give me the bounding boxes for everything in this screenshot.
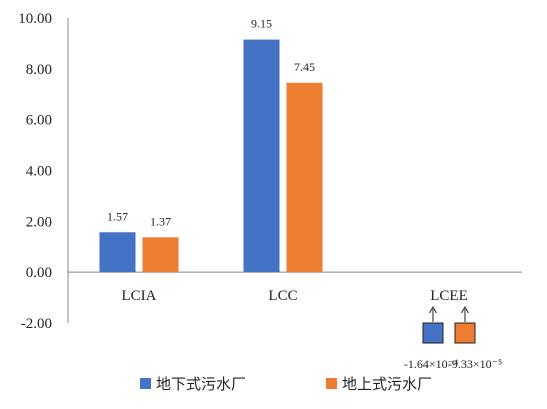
bar-lcia-series-2 bbox=[142, 237, 179, 273]
legend-label: 地上式污水厂 bbox=[342, 375, 432, 393]
legend-label: 地下式污水厂 bbox=[156, 375, 246, 393]
y-tick-label: 2.00 bbox=[26, 214, 52, 230]
marker-arrow-head bbox=[461, 306, 469, 314]
data-label: -1.64×10⁻⁴ bbox=[404, 357, 458, 371]
marker-lcee-series-1 bbox=[422, 322, 444, 344]
bar-lcc-series-2 bbox=[286, 82, 323, 273]
legend-swatch bbox=[326, 378, 337, 389]
x-category-label: LCIA bbox=[122, 288, 157, 304]
marker-lcee-series-2 bbox=[454, 322, 476, 344]
bar-lcc-series-1 bbox=[243, 39, 280, 273]
legend-swatch bbox=[140, 378, 151, 389]
data-label: 9.15 bbox=[251, 17, 272, 31]
bar-lcia-series-1 bbox=[99, 232, 136, 273]
y-tick-label: 6.00 bbox=[26, 113, 52, 129]
y-tick-label: 10.00 bbox=[18, 11, 52, 27]
y-tick-label: 4.00 bbox=[26, 164, 52, 180]
data-label: 7.45 bbox=[294, 60, 315, 74]
y-tick-label: -2.00 bbox=[21, 316, 52, 332]
y-tick-label: 8.00 bbox=[26, 62, 52, 78]
x-category-label: LCC bbox=[268, 288, 297, 304]
y-tick-label: 0.00 bbox=[26, 265, 52, 281]
marker-arrow-head bbox=[429, 306, 437, 314]
data-label: -9.33×10⁻⁵ bbox=[448, 357, 502, 371]
data-label: 1.37 bbox=[150, 214, 171, 228]
x-category-label: LCEE bbox=[430, 288, 468, 304]
data-label: 1.57 bbox=[107, 209, 128, 223]
